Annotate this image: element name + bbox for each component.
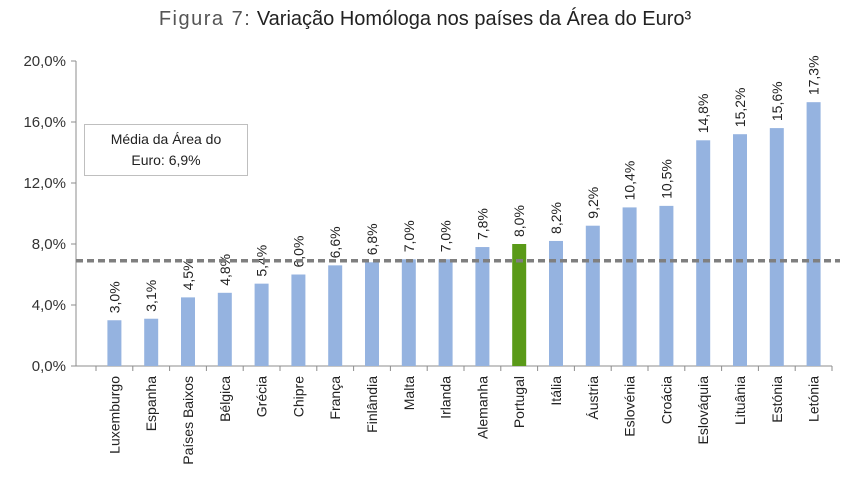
bar <box>181 297 195 366</box>
value-label: 15,2% <box>732 87 748 127</box>
y-tick-label: 0,0% <box>32 358 66 375</box>
bar <box>512 244 527 366</box>
category-label: França <box>327 376 343 420</box>
bar <box>769 128 784 366</box>
bar <box>659 205 674 366</box>
value-label: 4,5% <box>180 258 196 290</box>
bar <box>549 240 563 366</box>
value-label: 6,6% <box>327 226 343 258</box>
bar <box>254 283 269 366</box>
value-label: 8,2% <box>548 202 564 234</box>
y-tick-label: 8,0% <box>32 236 66 253</box>
category-label: Croácia <box>658 376 674 424</box>
category-label: Chipre <box>290 376 306 417</box>
value-label: 10,4% <box>622 161 638 201</box>
category-label: Alemanha <box>474 376 490 439</box>
category-label: Espanha <box>143 376 159 431</box>
bar <box>806 102 821 367</box>
bar <box>696 140 711 366</box>
y-tick-label: 4,0% <box>32 297 66 314</box>
value-label: 8,0% <box>511 205 527 237</box>
value-label: 7,0% <box>438 220 454 252</box>
average-annotation-line1: Média da Área do <box>110 131 222 147</box>
category-label: Portugal <box>511 376 527 428</box>
bar <box>144 318 159 366</box>
value-label: 6,0% <box>290 236 306 268</box>
value-label: 3,1% <box>143 280 159 312</box>
value-label: 7,0% <box>401 220 417 252</box>
bar <box>365 262 379 366</box>
bar <box>475 247 490 366</box>
value-label: 4,8% <box>217 254 233 286</box>
category-label: Malta <box>401 376 417 410</box>
chart-title: Figura 7: Variação Homóloga nos países d… <box>0 8 850 31</box>
bar <box>622 207 637 366</box>
value-label: 10,5% <box>658 159 674 199</box>
average-annotation-line2: Euro: 6,9% <box>131 152 201 168</box>
category-label: Lituânia <box>732 376 748 425</box>
bar <box>217 292 232 366</box>
category-label: Países Baixos <box>180 376 196 465</box>
category-label: Luxemburgo <box>106 376 122 454</box>
category-label: Eslovénia <box>622 376 638 437</box>
label-layer: Luxemburgo 3,0% Espanha 3,1% Países Baixos 4,… <box>76 55 840 465</box>
value-label: 3,0% <box>106 281 122 313</box>
category-label: Estónia <box>769 376 785 423</box>
bar <box>733 134 747 366</box>
bar <box>107 320 122 366</box>
category-label: Grécia <box>254 376 270 417</box>
category-label: Eslováquia <box>695 376 711 445</box>
value-label: 7,8% <box>474 208 490 240</box>
bar <box>585 225 600 366</box>
value-label: 9,2% <box>585 187 601 219</box>
category-label: Itália <box>548 376 564 406</box>
value-label: 6,8% <box>364 223 380 255</box>
value-label: 15,6% <box>769 81 785 121</box>
value-label: 17,3% <box>806 55 822 95</box>
category-label: Letónia <box>806 376 822 422</box>
value-label: 5,4% <box>254 245 270 277</box>
value-label: 14,8% <box>695 94 711 134</box>
y-tick-label: 20,0% <box>23 53 66 70</box>
bar <box>401 259 416 366</box>
y-tick-label: 12,0% <box>23 175 66 192</box>
bar-layer <box>107 102 821 367</box>
chart-title-lead: Figura 7: <box>158 8 252 30</box>
average-annotation-box: Média da Área do Euro: 6,9% <box>84 124 248 176</box>
category-label: Irlanda <box>438 376 454 419</box>
bar <box>291 274 306 366</box>
bar <box>438 259 453 366</box>
chart-title-text: Variação Homóloga nos países da Área do … <box>256 8 692 30</box>
y-tick-label: 16,0% <box>23 114 66 131</box>
bar <box>328 265 343 366</box>
category-label: Áustria <box>585 376 601 420</box>
category-label: Bélgica <box>217 376 233 422</box>
category-label: Finlândia <box>364 376 380 433</box>
